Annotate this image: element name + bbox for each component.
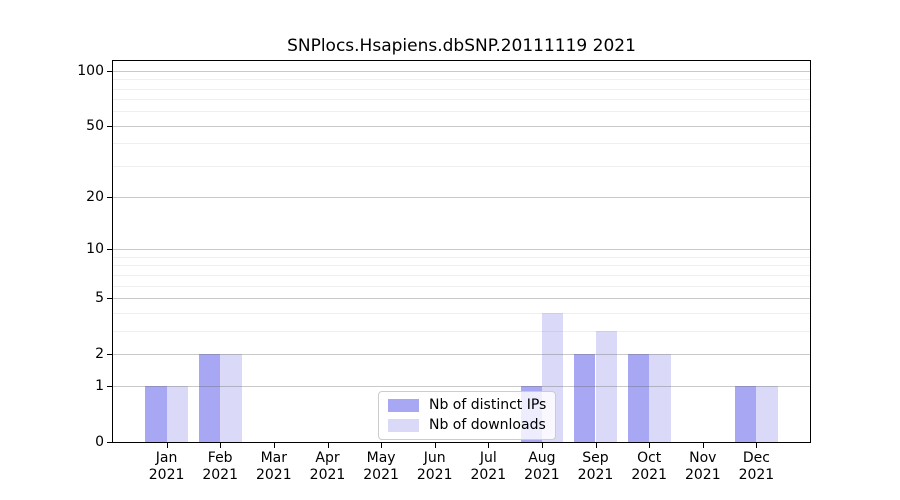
minor-gridline xyxy=(113,285,810,287)
x-tick-mark xyxy=(273,443,275,448)
minor-gridline xyxy=(113,79,810,81)
major-gridline xyxy=(113,386,810,388)
minor-gridline xyxy=(113,265,810,267)
minor-gridline xyxy=(113,274,810,276)
y-tick-label: 1 xyxy=(95,378,104,395)
x-tick-label: Nov 2021 xyxy=(684,450,721,483)
x-tick-label: Oct 2021 xyxy=(631,450,667,483)
y-tick-label: 50 xyxy=(86,117,104,134)
bar-oct-ips xyxy=(627,353,650,442)
x-tick-label: Jun 2021 xyxy=(416,450,453,483)
x-tick-label: Jul 2021 xyxy=(470,450,507,483)
y-tick-label: 0 xyxy=(95,434,104,450)
legend-swatch-distinct-ips xyxy=(388,399,419,412)
x-tick-label: Sep 2021 xyxy=(577,450,614,483)
x-tick-label: Feb 2021 xyxy=(202,450,238,483)
x-tick-mark xyxy=(166,443,168,448)
bar-dec-downloads xyxy=(756,386,778,442)
minor-gridline xyxy=(113,111,810,113)
bar-sep-ips xyxy=(574,353,596,442)
bar-feb-downloads xyxy=(220,353,242,442)
x-tick-mark xyxy=(649,443,651,448)
minor-gridline xyxy=(113,88,810,90)
y-tick-mark xyxy=(107,249,112,251)
x-tick-label: Jan 2021 xyxy=(148,450,185,483)
x-tick-label: Apr 2021 xyxy=(309,450,346,483)
bar-oct-downloads xyxy=(649,353,671,442)
major-gridline xyxy=(113,297,810,299)
legend-swatch-downloads xyxy=(388,419,419,432)
x-tick-mark xyxy=(434,443,436,448)
plot-area xyxy=(112,60,811,443)
minor-gridline xyxy=(113,165,810,167)
bars-layer xyxy=(113,61,810,442)
x-tick-mark xyxy=(595,443,597,448)
x-tick-mark xyxy=(381,443,383,448)
minor-gridline xyxy=(113,330,810,332)
legend-label-downloads: Nb of downloads xyxy=(429,417,546,433)
major-gridline xyxy=(113,353,810,355)
x-tick-mark xyxy=(702,443,704,448)
bar-jan-ips xyxy=(145,386,167,442)
chart-title: SNPlocs.Hsapiens.dbSNP.20111119 2021 xyxy=(287,36,636,56)
major-gridline xyxy=(113,249,810,251)
y-tick-mark xyxy=(107,353,112,355)
x-tick-mark xyxy=(756,443,758,448)
x-tick-mark xyxy=(327,443,329,448)
x-tick-mark xyxy=(541,443,543,448)
y-tick-label: 10 xyxy=(86,241,104,258)
minor-gridline xyxy=(113,312,810,314)
y-tick-label: 5 xyxy=(95,289,104,306)
bar-feb-ips xyxy=(198,353,221,442)
minor-gridline xyxy=(113,256,810,258)
minor-gridline xyxy=(113,143,810,145)
y-tick-mark xyxy=(107,386,112,388)
y-tick-mark xyxy=(107,442,112,443)
y-tick-mark xyxy=(107,197,112,199)
bar-jan-downloads xyxy=(166,386,188,442)
minor-gridline xyxy=(113,99,810,101)
gridlines-layer xyxy=(113,61,810,442)
y-tick-label: 2 xyxy=(95,345,104,362)
x-tick-label: Dec 2021 xyxy=(738,450,775,483)
legend: Nb of distinct IPs Nb of downloads xyxy=(378,391,557,440)
y-tick-mark xyxy=(107,125,112,127)
legend-row-downloads: Nb of downloads xyxy=(388,418,546,433)
y-tick-mark xyxy=(107,297,112,299)
y-tick-label: 20 xyxy=(86,189,104,206)
legend-row-distinct-ips: Nb of distinct IPs xyxy=(388,398,546,413)
major-gridline xyxy=(113,125,810,127)
x-tick-label: Aug 2021 xyxy=(524,450,560,483)
major-gridline xyxy=(113,70,810,72)
x-tick-mark xyxy=(488,443,490,448)
bar-dec-ips xyxy=(734,386,757,442)
bar-sep-downloads xyxy=(595,330,617,442)
x-tick-mark xyxy=(220,443,222,448)
x-tick-label: Mar 2021 xyxy=(255,450,292,483)
legend-label-distinct-ips: Nb of distinct IPs xyxy=(429,397,547,413)
y-tick-label: 100 xyxy=(77,62,104,79)
major-gridline xyxy=(113,197,810,199)
x-tick-label: May 2021 xyxy=(363,450,399,483)
y-tick-mark xyxy=(107,70,112,72)
